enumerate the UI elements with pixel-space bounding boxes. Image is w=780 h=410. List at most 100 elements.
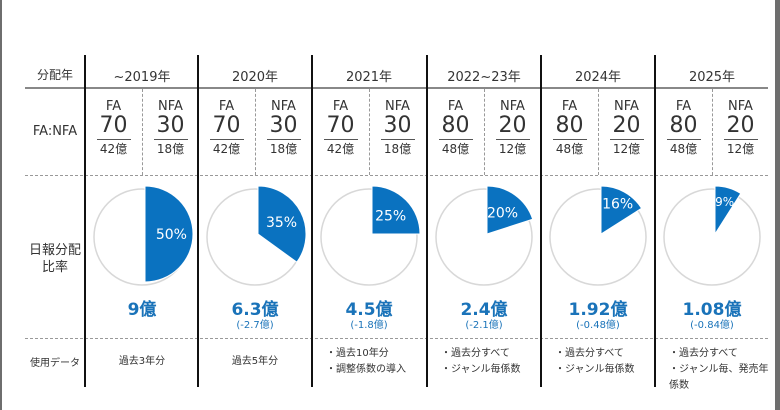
pie-share-label: 20% [487,206,518,222]
fa-nfa-split-line [598,89,599,175]
nfa-ratio-cell: NFA 30 18億 [369,100,426,157]
data-used-item: ・調整係数の導入 [326,364,406,375]
fraction-bar [323,139,358,140]
year-header: 2020年 [231,70,279,85]
pie-share-slice [257,186,306,263]
fa-amount: 42億 [99,142,128,156]
pie-share-slice [714,186,742,236]
fa-label: FA [218,99,235,114]
fa-value: 80 [669,113,698,138]
data-used-cell: ・過去分すべて ・ジャンル毎係数 [427,346,541,378]
pie-remaining-slice [663,188,761,286]
fa-label: FA [447,99,464,114]
nfa-label: NFA [271,99,296,114]
nfa-ratio-cell: NFA 30 18億 [255,100,312,157]
year-header: 2022~23年 [447,70,521,85]
year-column: 2022~23年 FA 80 48億 NFA 20 12億 20% 2.4億 (… [427,0,541,410]
fa-nfa-split-line [484,89,485,175]
fraction-bar [153,139,188,140]
year-header: 2024年 [574,70,622,85]
nfa-label: NFA [158,99,183,114]
data-used-cell: ・過去10年分 ・調整係数の導入 [312,346,426,378]
fraction-bar [552,139,587,140]
fa-value: 70 [326,113,355,138]
nfa-amount: 18億 [156,142,185,156]
ratio-row-divider [25,175,768,176]
row-label-data-used: 使用データ [30,358,80,369]
daily-amount-delta: (-2.1億) [465,320,503,331]
fraction-bar [438,139,473,140]
nfa-label: NFA [385,99,410,114]
fraction-bar [666,139,701,140]
daily-amount-value: 9億 [127,300,157,320]
fa-nfa-split-line [255,89,256,175]
fa-amount: 42億 [326,142,355,156]
fa-value: 70 [212,113,241,138]
share-pie-chart: 20% [435,186,534,286]
year-header: 2021年 [345,70,393,85]
daily-amount-delta: (-2.7億) [236,320,274,331]
year-header: ~2019年 [113,70,171,85]
column-divider [540,55,542,387]
nfa-ratio-cell: NFA 20 12億 [484,100,541,157]
nfa-amount: 18億 [383,142,412,156]
row-label-ratio: FA:NFA [32,124,78,139]
nfa-label: NFA [728,99,753,114]
nfa-amount: 12億 [726,142,755,156]
data-used-item: ・過去分すべて [669,348,738,359]
pie-share-slice [144,186,193,283]
header-divider [25,87,768,89]
pie-share-label: 9% [715,195,734,209]
daily-amount-value: 2.4億 [460,300,508,320]
daily-amount-delta: (-1.8億) [350,320,388,331]
row-label-daily-share-line1: 日報分配 [28,243,81,258]
column-divider [311,55,313,387]
fa-ratio-cell: FA 70 42億 [312,100,369,157]
data-used-cell: 過去5年分 [198,354,312,370]
daily-amount-value: 1.08億 [682,300,742,320]
fa-value: 70 [99,113,128,138]
pie-share-label: 35% [266,215,297,231]
nfa-value: 20 [726,113,755,138]
share-pie-chart: 35% [206,186,306,286]
fa-value: 80 [441,113,470,138]
fa-amount: 48億 [555,142,584,156]
fraction-bar [723,139,758,140]
data-used-cell: 過去3年分 [85,354,199,370]
column-divider [426,55,428,387]
nfa-amount: 18億 [269,142,298,156]
daily-amount: 6.3億 (-2.7億) [198,300,312,332]
fa-label: FA [675,99,692,114]
daily-amount-value: 6.3億 [231,300,279,320]
share-pie-chart: 16% [549,186,647,286]
data-used-item: ・過去分すべて [555,348,624,359]
daily-amount-value: 1.92億 [568,300,628,320]
nfa-value: 20 [498,113,527,138]
share-pie-chart: 50% [93,186,193,286]
nfa-ratio-cell: NFA 20 12億 [598,100,655,157]
fraction-bar [380,139,415,140]
data-used-item: ・ジャンル毎係数 [441,364,521,375]
share-pie-chart: 9% [663,186,761,286]
nfa-value: 20 [612,113,641,138]
fa-label: FA [105,99,122,114]
daily-amount: 4.5億 (-1.8億) [312,300,426,332]
daily-amount-value: 4.5億 [345,300,393,320]
nfa-ratio-cell: NFA 30 18億 [142,100,199,157]
pie-share-slice [600,186,643,235]
daily-amount: 2.4億 (-2.1億) [427,300,541,332]
fa-ratio-cell: FA 70 42億 [198,100,255,157]
nfa-label: NFA [500,99,525,114]
pie-share-slice [371,186,420,235]
data-used-cell: ・過去分すべて ・ジャンル毎係数 [541,346,655,378]
year-column: 2025年 FA 80 48億 NFA 20 12億 9% 1.08億 (-0.… [655,0,769,410]
fa-ratio-cell: FA 80 48億 [427,100,484,157]
daily-amount-delta: (-0.48億) [576,320,620,331]
fa-amount: 48億 [669,142,698,156]
share-pie-chart: 25% [320,186,420,286]
nfa-label: NFA [614,99,639,114]
fa-value: 80 [555,113,584,138]
year-column: 2024年 FA 80 48億 NFA 20 12億 16% 1.92億 (-0… [541,0,655,410]
fraction-bar [96,139,131,140]
window-left-border [0,0,2,410]
